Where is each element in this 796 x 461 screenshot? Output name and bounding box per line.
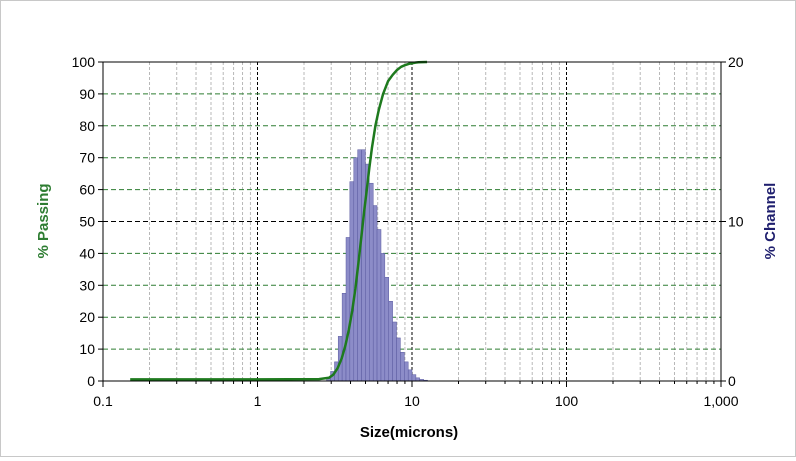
y-left-tick-label: 100 — [72, 54, 96, 70]
y-left-tick-label: 60 — [79, 182, 95, 198]
channel-bar — [396, 337, 401, 382]
channel-bar — [400, 352, 405, 382]
channel-bar — [411, 374, 417, 382]
channel-bar — [404, 361, 409, 382]
channel-bars — [326, 149, 428, 382]
channel-bar — [345, 237, 351, 382]
y-left-tick-label: 30 — [79, 277, 95, 293]
channel-bar — [392, 321, 397, 382]
y-left-tick-label: 90 — [79, 86, 95, 102]
y-axis-right-label: % Channel — [762, 183, 779, 260]
y-left-tick-label: 10 — [79, 341, 95, 357]
axis-ticks: 0 10 20 30 40 50 60 70 80 90 100 0 10 20 0.1 1 10 100 1,00… — [72, 54, 744, 409]
channel-bar — [361, 149, 366, 382]
channel-bar — [349, 181, 355, 382]
x-tick-label: 100 — [555, 393, 579, 409]
x-tick-label: 1 — [254, 393, 262, 409]
x-tick-label: 10 — [404, 393, 420, 409]
channel-bar — [384, 277, 389, 382]
channel-bar — [407, 369, 413, 382]
y-axis-left-label: % Passing — [35, 183, 52, 258]
grid-lines — [103, 62, 721, 381]
channel-bar — [380, 253, 386, 382]
channel-bar — [376, 229, 382, 382]
channel-bar — [388, 301, 393, 382]
channel-bar — [341, 293, 347, 382]
y-left-tick-label: 20 — [79, 309, 95, 325]
y-left-tick-label: 80 — [79, 118, 95, 134]
y-left-tick-label: 50 — [79, 214, 95, 230]
y-right-tick-label: 20 — [728, 54, 744, 70]
y-left-tick-label: 70 — [79, 150, 95, 166]
channel-bar — [369, 182, 374, 382]
x-tick-label: 0.1 — [93, 393, 113, 409]
y-left-tick-label: 0 — [87, 373, 95, 389]
x-axis-label: Size(microns) — [360, 424, 458, 441]
y-right-tick-label: 10 — [728, 214, 744, 230]
passing-curve — [130, 60, 428, 381]
channel-bar — [372, 205, 378, 382]
passing-curve-layer — [130, 60, 428, 381]
y-left-tick-label: 40 — [79, 245, 95, 261]
x-tick-label: 1,000 — [703, 393, 738, 409]
y-right-tick-label: 0 — [728, 373, 736, 389]
